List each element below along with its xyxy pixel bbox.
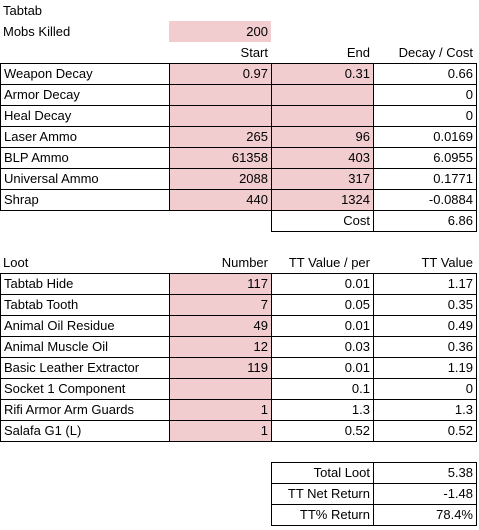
row-label: Salafa G1 (L)	[0, 420, 170, 442]
label: TT Net Return	[271, 483, 374, 505]
value: 200	[169, 21, 271, 42]
column-header: TT Value	[421, 255, 473, 270]
value: 1324	[271, 189, 374, 211]
value: 0.01	[271, 315, 374, 337]
column-header: Loot	[3, 255, 29, 270]
row-label: Shrap	[0, 189, 170, 211]
value: 0	[373, 105, 477, 127]
value	[169, 378, 272, 400]
label: Cost	[271, 210, 374, 232]
value: 403	[271, 147, 374, 169]
value	[169, 105, 272, 127]
value: 61358	[169, 147, 272, 169]
row-label: Tabtab Tooth	[0, 294, 170, 316]
value: 117	[169, 273, 272, 295]
row-label: Armor Decay	[0, 84, 170, 106]
row-label: Socket 1 Component	[0, 378, 170, 400]
value: 0.52	[373, 420, 477, 442]
value: 0.0169	[373, 126, 477, 148]
row-label: Animal Muscle Oil	[0, 336, 170, 358]
row-label: BLP Ammo	[0, 147, 170, 169]
value: 440	[169, 189, 272, 211]
column-header: Number	[221, 255, 268, 270]
value	[169, 84, 272, 106]
value: 0	[373, 84, 477, 106]
value: 78.4%	[373, 504, 477, 526]
value: -0.0884	[373, 189, 477, 211]
value: 1.19	[373, 357, 477, 379]
row-label: Weapon Decay	[0, 63, 170, 85]
value	[271, 84, 374, 106]
value: 0.66	[373, 63, 477, 85]
value: -1.48	[373, 483, 477, 505]
sheet-title: Tabtab	[3, 3, 43, 18]
value: 5.38	[373, 462, 477, 484]
row-label: Animal Oil Residue	[0, 315, 170, 337]
label: Total Loot	[271, 462, 374, 484]
value: 0.01	[271, 273, 374, 295]
column-header: Decay / Cost	[398, 45, 473, 60]
row-label: Laser Ammo	[0, 126, 170, 148]
row-label: Tabtab Hide	[0, 273, 170, 295]
value: 1	[169, 420, 272, 442]
value: 96	[271, 126, 374, 148]
value: 0.52	[271, 420, 374, 442]
value: 0.03	[271, 336, 374, 358]
value: 317	[271, 168, 374, 190]
value	[271, 105, 374, 127]
label: TT% Return	[271, 504, 374, 526]
value: 1	[169, 399, 272, 421]
value: 0.05	[271, 294, 374, 316]
value: 1.17	[373, 273, 477, 295]
value: 2088	[169, 168, 272, 190]
value: 0	[373, 378, 477, 400]
value: 1.3	[271, 399, 374, 421]
row-label: Universal Ammo	[0, 168, 170, 190]
label: Mobs Killed	[3, 24, 71, 39]
value: 0.1	[271, 378, 374, 400]
value: 6.0955	[373, 147, 477, 169]
row-label: Rifi Armor Arm Guards	[0, 399, 170, 421]
value: 0.36	[373, 336, 477, 358]
value: 119	[169, 357, 272, 379]
column-header: Start	[240, 45, 268, 60]
value: 1.3	[373, 399, 477, 421]
row-label: Basic Leather Extractor	[0, 357, 170, 379]
column-header: TT Value / per	[288, 255, 370, 270]
value: 0.31	[271, 63, 374, 85]
value: 0.35	[373, 294, 477, 316]
value: 265	[169, 126, 272, 148]
value: 0.01	[271, 357, 374, 379]
value: 6.86	[373, 210, 477, 232]
value: 0.1771	[373, 168, 477, 190]
value: 49	[169, 315, 272, 337]
value: 0.97	[169, 63, 272, 85]
value: 7	[169, 294, 272, 316]
value: 0.49	[373, 315, 477, 337]
value: 12	[169, 336, 272, 358]
row-label: Heal Decay	[0, 105, 170, 127]
column-header: End	[346, 45, 370, 60]
